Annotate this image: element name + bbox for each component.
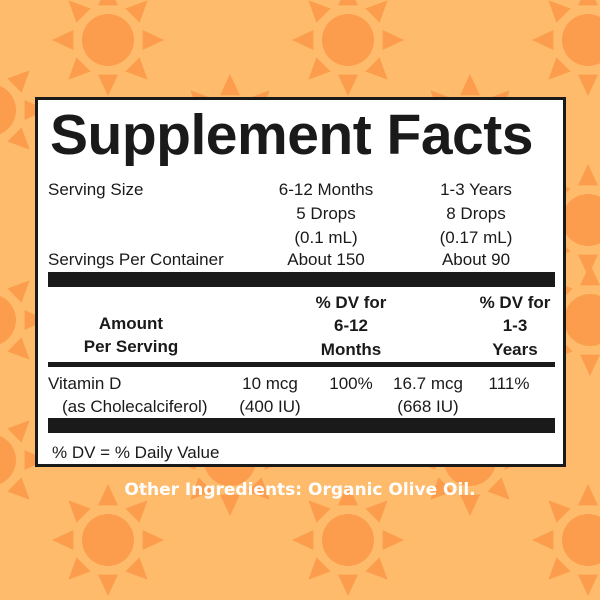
- other-ingredients: Other Ingredients: Organic Olive Oil.: [124, 480, 476, 500]
- serving-size-label: Serving Size: [48, 180, 144, 199]
- sun-icon: [292, 484, 404, 596]
- thick-divider-bottom: [48, 418, 555, 433]
- group1-age: 6-12 Months: [278, 180, 374, 199]
- sun-icon: [292, 0, 404, 96]
- sun-icon: [52, 0, 164, 96]
- servings-per-container-label: Servings Per Container: [48, 250, 224, 269]
- group1-volume: (0.1 mL): [294, 228, 358, 247]
- group1-servings: About 150: [287, 250, 365, 269]
- thick-divider: [48, 272, 555, 287]
- dv2-header-line1: % DV for: [479, 293, 551, 312]
- dv1-header-line3: Months: [320, 340, 382, 359]
- sun-icon: [52, 484, 164, 596]
- sun-icon: [532, 0, 600, 96]
- amount1-iu: (400 IU): [239, 397, 301, 416]
- amount2-iu: (668 IU): [397, 397, 459, 416]
- dv2-header-line3: Years: [492, 340, 538, 359]
- amount-header-line2: Per Serving: [83, 337, 179, 356]
- group1-drops: 5 Drops: [296, 204, 356, 223]
- dv1-header-line1: % DV for: [315, 293, 387, 312]
- header-divider: [48, 362, 555, 367]
- group2-servings: About 90: [441, 250, 511, 269]
- panel-title: Supplement Facts: [50, 103, 533, 167]
- nutrient-form: (as Cholecalciferol): [62, 397, 208, 416]
- sun-icon: [0, 280, 46, 360]
- footnote: % DV = % Daily Value: [52, 443, 220, 462]
- dv1-header-line2: 6-12: [333, 316, 369, 335]
- dv2-value: 111%: [488, 374, 530, 393]
- group2-drops: 8 Drops: [446, 204, 506, 223]
- amount2: 16.7 mcg: [393, 374, 463, 393]
- dv2-header-line2: 1-3: [502, 316, 528, 335]
- amount1: 10 mcg: [242, 374, 298, 393]
- group2-volume: (0.17 mL): [439, 228, 513, 247]
- nutrient-name: Vitamin D: [48, 374, 122, 393]
- sun-icon: [532, 484, 600, 596]
- group2-age: 1-3 Years: [440, 180, 512, 199]
- dv1-value: 100%: [329, 374, 373, 393]
- supplement-facts-panel: Supplement Facts Serving Size 6-12 Month…: [35, 97, 566, 467]
- amount-header-line1: Amount: [98, 314, 164, 333]
